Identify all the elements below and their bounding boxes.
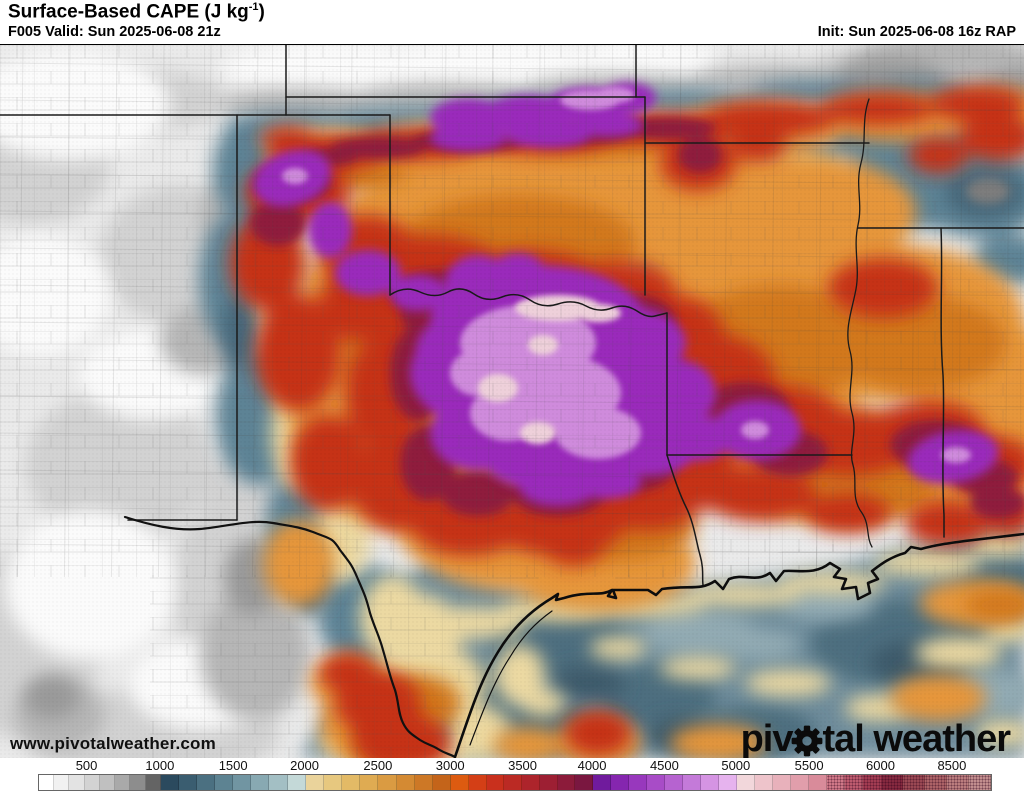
colorbar	[38, 774, 992, 791]
colorbar-group-rose-6000-9000	[881, 775, 991, 790]
colorbar-swatch	[925, 775, 948, 790]
colorbar-tick: 5500	[794, 758, 824, 773]
colorbar-swatch	[969, 775, 991, 790]
colorbar-tick: 8500	[937, 758, 967, 773]
colorbar-swatch	[628, 775, 647, 790]
rio-grande-border	[123, 515, 457, 758]
colorbar-swatch	[486, 775, 505, 790]
colorbar-swatch	[827, 775, 846, 790]
colorbar-tick: 4500	[649, 758, 679, 773]
cape-map: www.pivotalweather.com piv	[0, 45, 1024, 758]
colorbar-swatch	[145, 775, 161, 790]
colorbar-swatch	[947, 775, 970, 790]
colorbar-tick: 3000	[435, 758, 465, 773]
colorbar-swatch	[360, 775, 379, 790]
colorbar-swatch	[863, 775, 882, 790]
cape-field-graphic	[0, 45, 1024, 758]
colorbar-swatch	[809, 775, 828, 790]
gear-icon	[791, 725, 823, 757]
logo-text-left: piv	[740, 718, 794, 758]
watermark: www.pivotalweather.com	[10, 734, 216, 753]
colorbar-tick: 1000	[145, 758, 175, 773]
title-close: )	[258, 1, 265, 23]
colorbar-group-purple-4000-5000	[593, 775, 737, 790]
logo-text-right: tal weather	[822, 718, 1011, 758]
colorbar-footer: 500 1000 1500 2000 2500 3000 3500 4000 4500 5000 5…	[0, 758, 1024, 791]
colorbar-swatch	[718, 775, 737, 790]
colorbar-tick: 5000	[721, 758, 751, 773]
colorbar-swatch	[845, 775, 864, 790]
colorbar-tick: 6000	[866, 758, 895, 773]
colorbar-swatch	[646, 775, 665, 790]
colorbar-swatch	[539, 775, 558, 790]
colorbar-group-red-3000-4000	[451, 775, 594, 790]
colorbar-swatch	[575, 775, 594, 790]
colorbar-tick: 4000	[577, 758, 607, 773]
colorbar-swatch	[341, 775, 361, 790]
colorbar-swatch	[99, 775, 116, 790]
colorbar-swatch	[881, 775, 904, 790]
colorbar-swatch	[39, 775, 55, 790]
gulf-coastline	[453, 532, 1024, 758]
colorbar-group-orange-2000-3000	[305, 775, 452, 790]
colorbar-swatch	[772, 775, 792, 790]
colorbar-swatch	[791, 775, 810, 790]
title-superscript: -1	[248, 1, 259, 13]
colorbar-swatch	[251, 775, 270, 790]
colorbar-tick-labels: 500 1000 1500 2000 2500 3000 3500 4000 4500 5000 5…	[38, 758, 990, 773]
colorbar-swatch	[611, 775, 629, 790]
colorbar-swatch	[269, 775, 288, 790]
colorbar-swatch	[160, 775, 179, 790]
title-text: Surface-Based CAPE (J kg	[8, 1, 249, 23]
state-borders	[0, 45, 1024, 586]
forecast-valid-label: F005 Valid: Sun 2025-06-08 21z	[8, 24, 221, 40]
colorbar-swatch	[593, 775, 611, 790]
colorbar-swatch	[700, 775, 719, 790]
colorbar-tick: 1500	[218, 758, 248, 773]
colorbar-swatch	[178, 775, 198, 790]
colorbar-swatch	[197, 775, 216, 790]
colorbar-swatch	[233, 775, 252, 790]
colorbar-tick: 500	[75, 758, 98, 773]
colorbar-group-teal-1000-2000	[160, 775, 306, 790]
colorbar-tick: 2000	[290, 758, 320, 773]
colorbar-swatch	[215, 775, 234, 790]
colorbar-swatch	[468, 775, 487, 790]
model-init-label: Init: Sun 2025-06-08 16z RAP	[817, 24, 1016, 40]
colorbar-swatch	[130, 775, 146, 790]
colorbar-swatch	[451, 775, 469, 790]
colorbar-swatch	[664, 775, 683, 790]
colorbar-group-pink-5000-6000	[736, 775, 882, 790]
header: Surface-Based CAPE (J kg-1) F005 Valid: …	[0, 0, 1024, 45]
colorbar-swatch	[736, 775, 755, 790]
colorbar-swatch	[557, 775, 576, 790]
colorbar-swatch	[84, 775, 100, 790]
colorbar-swatch	[522, 775, 540, 790]
colorbar-swatch	[69, 775, 85, 790]
colorbar-swatch	[682, 775, 701, 790]
colorbar-swatch	[287, 775, 306, 790]
colorbar-swatch	[414, 775, 433, 790]
colorbar-swatch	[432, 775, 452, 790]
colorbar-swatch	[504, 775, 523, 790]
colorbar-swatch	[378, 775, 397, 790]
colorbar-tick: 2500	[363, 758, 393, 773]
colorbar-swatch	[396, 775, 415, 790]
colorbar-swatch	[305, 775, 324, 790]
pivotal-weather-logo: piv	[740, 718, 1011, 758]
colorbar-swatch	[54, 775, 70, 790]
colorbar-tick: 3500	[508, 758, 538, 773]
colorbar-swatch	[323, 775, 342, 790]
halftone-texture	[0, 45, 1024, 758]
colorbar-group-gray-0-1000	[39, 775, 161, 790]
page-title: Surface-Based CAPE (J kg-1)	[8, 1, 265, 23]
colorbar-swatch	[903, 775, 926, 790]
colorbar-swatch	[115, 775, 131, 790]
colorbar-swatch	[754, 775, 773, 790]
